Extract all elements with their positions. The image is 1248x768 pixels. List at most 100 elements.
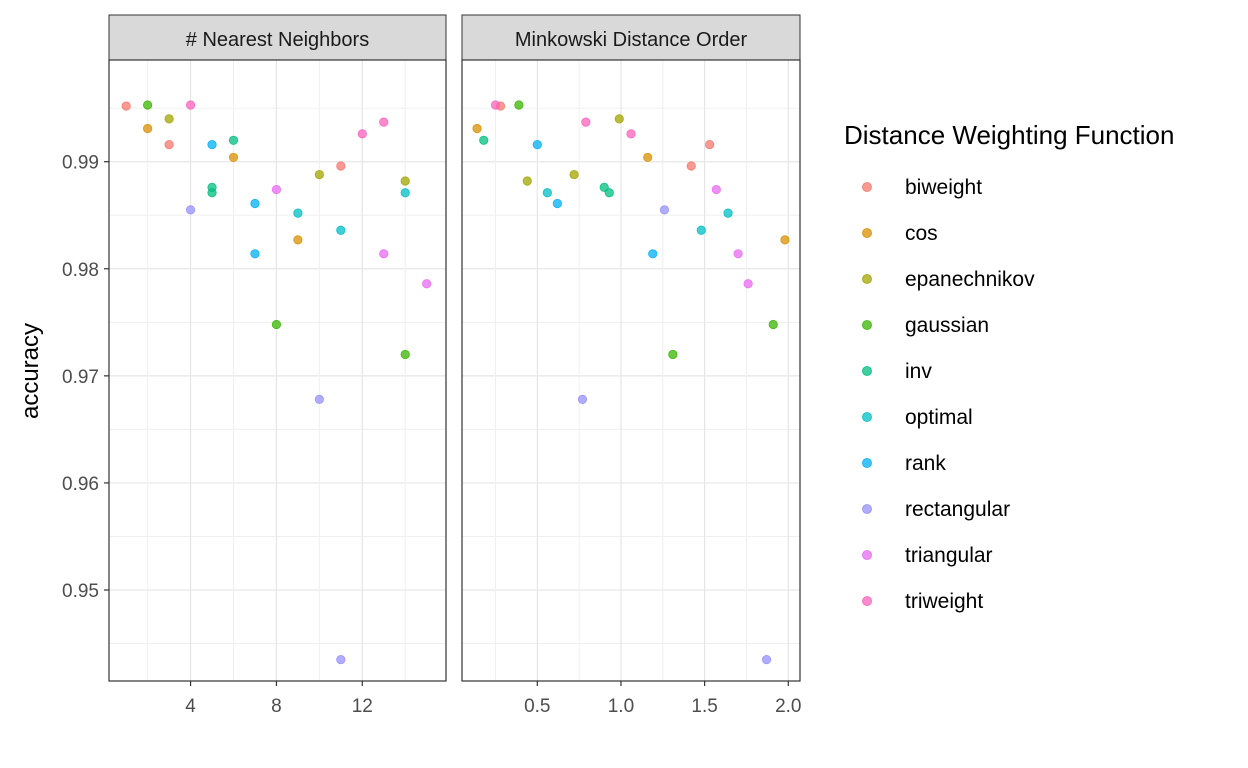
legend-label-inv: inv — [905, 360, 932, 383]
legend-label-rectangular: rectangular — [905, 498, 1010, 521]
data-point-triangular — [379, 249, 389, 259]
legend-key-optimal — [862, 412, 872, 422]
data-point-biweight — [164, 139, 174, 150]
data-point-optimal — [400, 188, 410, 198]
legend-label-cos: cos — [905, 222, 938, 245]
facet-panel-2: Minkowski Distance Order 0.5 1.0 1.5 2.0 — [461, 14, 801, 717]
data-point-cos — [472, 123, 482, 134]
x-tick-label: 2.0 — [775, 696, 801, 717]
data-point-biweight — [121, 101, 131, 111]
data-point-gaussian — [271, 319, 282, 330]
data-point-rectangular — [336, 654, 346, 665]
legend-key-triweight — [862, 596, 872, 606]
legend-label-biweight: biweight — [905, 176, 982, 199]
legend-key-rank — [862, 458, 872, 468]
legend-key-gaussian — [862, 320, 872, 330]
data-point-triweight — [626, 129, 636, 139]
data-point-rectangular — [577, 394, 588, 405]
data-point-rectangular — [185, 205, 196, 215]
data-point-epanechnikov — [314, 169, 324, 180]
data-point-cos — [228, 152, 239, 163]
data-point-biweight — [686, 161, 696, 171]
data-point-epanechnikov — [164, 114, 174, 124]
y-tick-label: 0.96 — [62, 474, 99, 495]
data-point-rectangular — [761, 654, 772, 665]
data-point-gaussian — [514, 100, 524, 110]
data-point-gaussian — [143, 100, 153, 110]
data-point-triangular — [711, 184, 721, 195]
data-point-optimal — [336, 225, 346, 235]
data-point-triweight — [357, 129, 367, 139]
data-point-triangular — [422, 279, 432, 289]
data-point-optimal — [293, 208, 303, 218]
data-point-rectangular — [314, 394, 324, 405]
legend-key-cos — [862, 228, 872, 238]
y-tick-label: 0.95 — [62, 581, 99, 602]
data-point-cos — [293, 235, 303, 245]
data-point-cos — [780, 235, 790, 245]
data-point-cos — [643, 152, 653, 163]
data-point-triweight — [379, 117, 389, 127]
data-point-gaussian — [400, 349, 410, 360]
legend: biweight cos epanechnikov gaussian inv optima… — [862, 176, 1035, 613]
x-tick-label: 1.5 — [691, 696, 717, 717]
data-point-triweight — [581, 117, 591, 127]
data-point-optimal — [696, 225, 706, 235]
legend-label-triangular: triangular — [905, 544, 993, 567]
legend-label-triweight: triweight — [905, 590, 983, 613]
legend-title: Distance Weighting Function — [844, 120, 1174, 150]
data-point-rank — [648, 249, 658, 259]
data-point-biweight — [336, 161, 346, 171]
y-tick-label: 0.97 — [62, 367, 99, 388]
legend-label-gaussian: gaussian — [905, 314, 989, 337]
panel-border — [108, 59, 447, 682]
data-point-triangular — [733, 249, 743, 259]
data-point-rank — [250, 198, 260, 209]
facet-strip — [108, 14, 447, 61]
facet-title: # Nearest Neighbors — [186, 29, 369, 51]
legend-label-optimal: optimal — [905, 406, 973, 429]
data-point-biweight — [705, 139, 715, 150]
facet-title: Minkowski Distance Order — [515, 29, 748, 51]
data-point-inv — [604, 188, 614, 198]
data-point-gaussian — [668, 349, 678, 360]
data-point-inv — [479, 135, 489, 145]
data-point-triweight — [490, 100, 501, 110]
x-tick-label: 8 — [271, 696, 282, 717]
legend-key-biweight — [862, 182, 872, 192]
legend-key-rectangular — [862, 504, 872, 514]
data-point-inv — [207, 188, 217, 198]
data-point-epanechnikov — [614, 114, 624, 124]
panel-background — [109, 60, 446, 681]
x-tick-label: 1.0 — [608, 696, 634, 717]
facet-panels: # Nearest Neighbors 4 8 12 0.95 0.96 0.97 0.98 0… — [62, 14, 801, 717]
data-point-triangular — [743, 279, 753, 289]
data-point-rank — [552, 198, 562, 209]
data-point-optimal — [542, 188, 552, 198]
legend-label-rank: rank — [905, 452, 946, 475]
legend-key-epanechnikov — [862, 274, 872, 284]
data-point-optimal — [723, 208, 733, 218]
data-point-epanechnikov — [522, 176, 532, 186]
facet-panel-1: # Nearest Neighbors 4 8 12 0.95 0.96 0.97 0.98 0… — [62, 14, 447, 717]
data-point-rectangular — [659, 205, 670, 215]
data-point-inv — [228, 135, 239, 145]
data-point-gaussian — [768, 319, 778, 330]
data-point-rank — [532, 139, 542, 150]
data-point-rank — [250, 249, 260, 259]
data-point-triweight — [185, 100, 196, 110]
x-tick-label: 0.5 — [524, 696, 550, 717]
data-point-cos — [143, 123, 153, 134]
x-tick-label: 12 — [352, 696, 373, 717]
y-tick-label: 0.99 — [62, 153, 99, 174]
y-tick-label: 0.98 — [62, 260, 99, 281]
legend-key-inv — [862, 366, 872, 376]
legend-label-epanechnikov: epanechnikov — [905, 268, 1035, 291]
panel-background — [462, 60, 800, 681]
panel-border — [461, 59, 801, 682]
data-point-triangular — [271, 184, 282, 195]
x-tick-label: 4 — [185, 696, 196, 717]
data-point-rank — [207, 139, 217, 150]
data-point-epanechnikov — [569, 169, 579, 180]
